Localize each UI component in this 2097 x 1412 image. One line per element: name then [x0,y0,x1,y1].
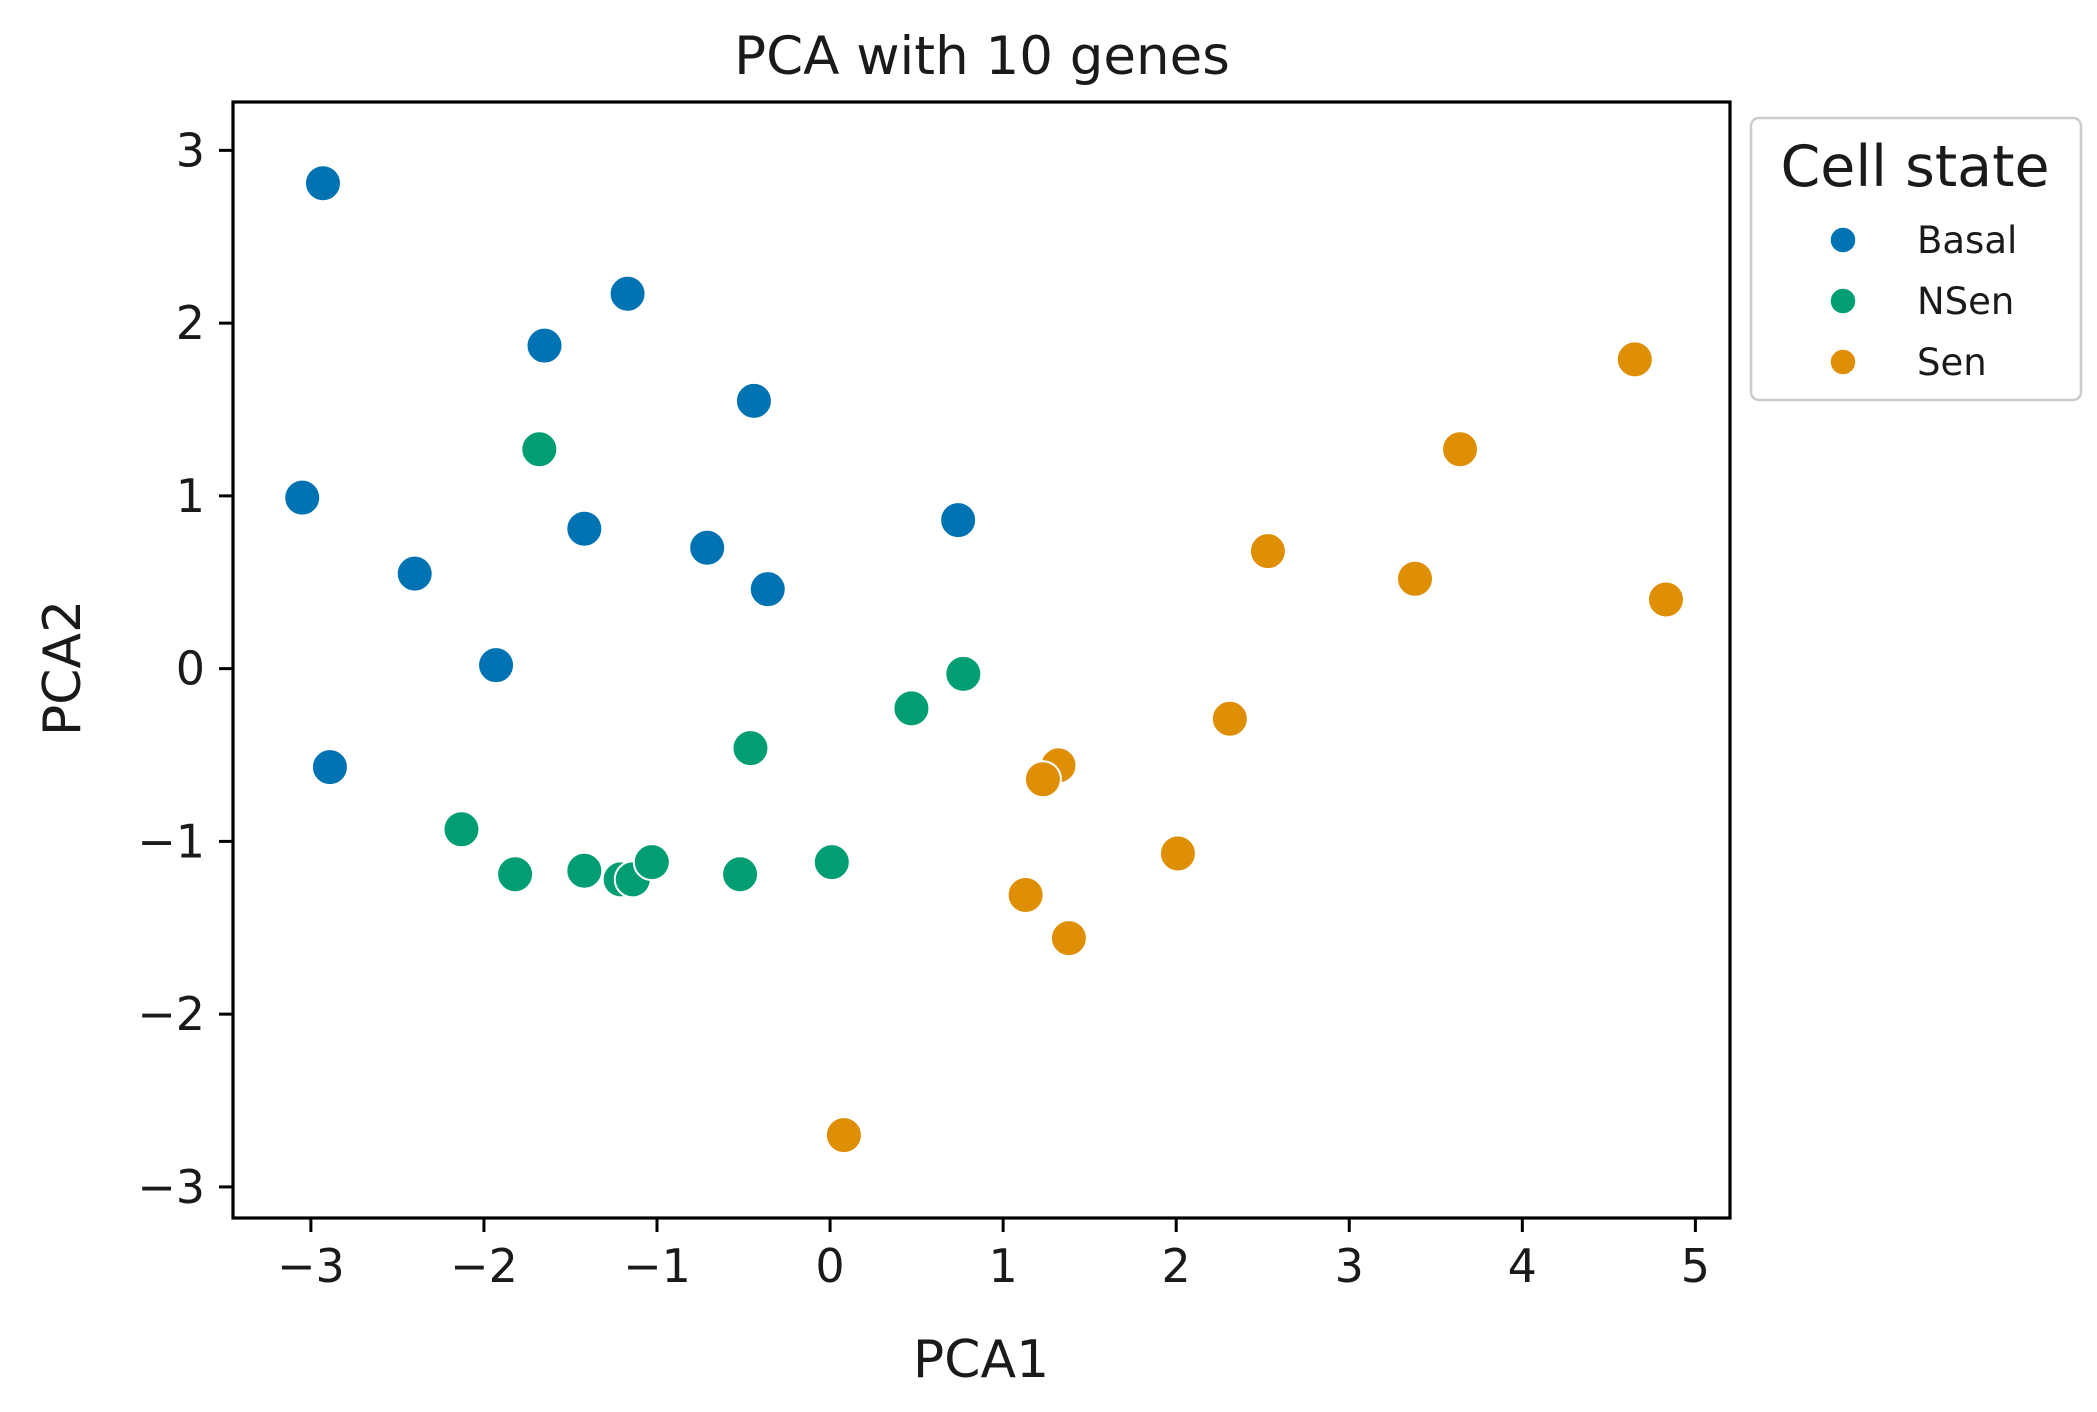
data-point-sen [1210,699,1249,738]
data-point-basal [688,528,727,567]
y-tick-label: 0 [176,642,205,696]
legend-marker-nsen [1829,287,1857,315]
series-sen [824,340,1685,1155]
data-point-nsen [565,851,604,890]
y-tick-label: 3 [176,123,205,177]
x-axis: −3 −2 −1 0 1 2 3 4 5 [277,1218,1710,1293]
data-point-nsen [442,810,481,849]
data-point-basal [565,509,604,548]
data-point-nsen [944,654,983,693]
data-point-sen [1006,875,1045,914]
y-tick-label: −1 [137,814,205,868]
data-point-nsen [520,430,559,469]
y-axis: −3 −2 −1 0 1 2 3 [137,123,233,1214]
series-nsen [442,430,983,899]
plot-frame [231,100,1732,1220]
y-tick-label: 1 [176,469,205,523]
x-tick-label: 2 [1162,1239,1191,1293]
data-point-sen [1248,532,1287,571]
data-point-nsen [892,689,931,728]
x-axis-label: PCA1 [913,1330,1049,1390]
x-tick-label: −2 [450,1239,518,1293]
data-point-sen [1396,559,1435,598]
legend: Cell state Basal NSen Sen [1749,116,2083,402]
data-point-sen [1615,340,1654,379]
data-point-basal [748,570,787,609]
series-basal [283,164,978,787]
x-tick-label: 5 [1681,1239,1710,1293]
data-point-basal [395,554,434,593]
x-tick-label: −3 [277,1239,345,1293]
data-point-basal [608,274,647,313]
legend-box [1749,116,2083,402]
data-point-sen [1158,834,1197,873]
data-point-basal [303,164,342,203]
y-axis-label: PCA2 [33,600,93,736]
data-point-sen [1646,580,1685,619]
data-point-nsen [731,729,770,768]
x-tick-label: −1 [623,1239,691,1293]
data-point-basal [477,646,516,685]
legend-items: Basal NSen Sen [1829,219,2017,384]
x-tick-label: 0 [815,1239,844,1293]
legend-label-sen: Sen [1917,341,1987,384]
x-tick-label: 1 [988,1239,1017,1293]
data-point-basal [525,326,564,365]
legend-marker-basal [1829,226,1857,254]
x-tick-label: 4 [1508,1239,1537,1293]
data-point-nsen [496,855,535,894]
plot-points [283,164,1685,1155]
legend-marker-sen [1829,348,1857,376]
chart-title: PCA with 10 genes [734,26,1230,87]
data-point-nsen [632,843,671,882]
legend-label-nsen: NSen [1917,280,2014,323]
data-point-basal [734,381,773,420]
data-point-basal [939,501,978,540]
data-point-basal [310,748,349,787]
legend-title: Cell state [1780,134,2049,200]
data-point-nsen [721,855,760,894]
data-point-sen [1441,430,1480,469]
data-point-basal [283,478,322,517]
y-tick-label: −3 [137,1160,205,1214]
legend-label-basal: Basal [1917,219,2017,262]
x-tick-label: 3 [1335,1239,1364,1293]
data-point-sen [824,1116,863,1155]
data-point-sen [1049,919,1088,958]
y-tick-label: −2 [137,987,205,1041]
data-point-sen [1023,760,1062,799]
data-point-nsen [812,843,851,882]
y-tick-label: 2 [176,296,205,350]
